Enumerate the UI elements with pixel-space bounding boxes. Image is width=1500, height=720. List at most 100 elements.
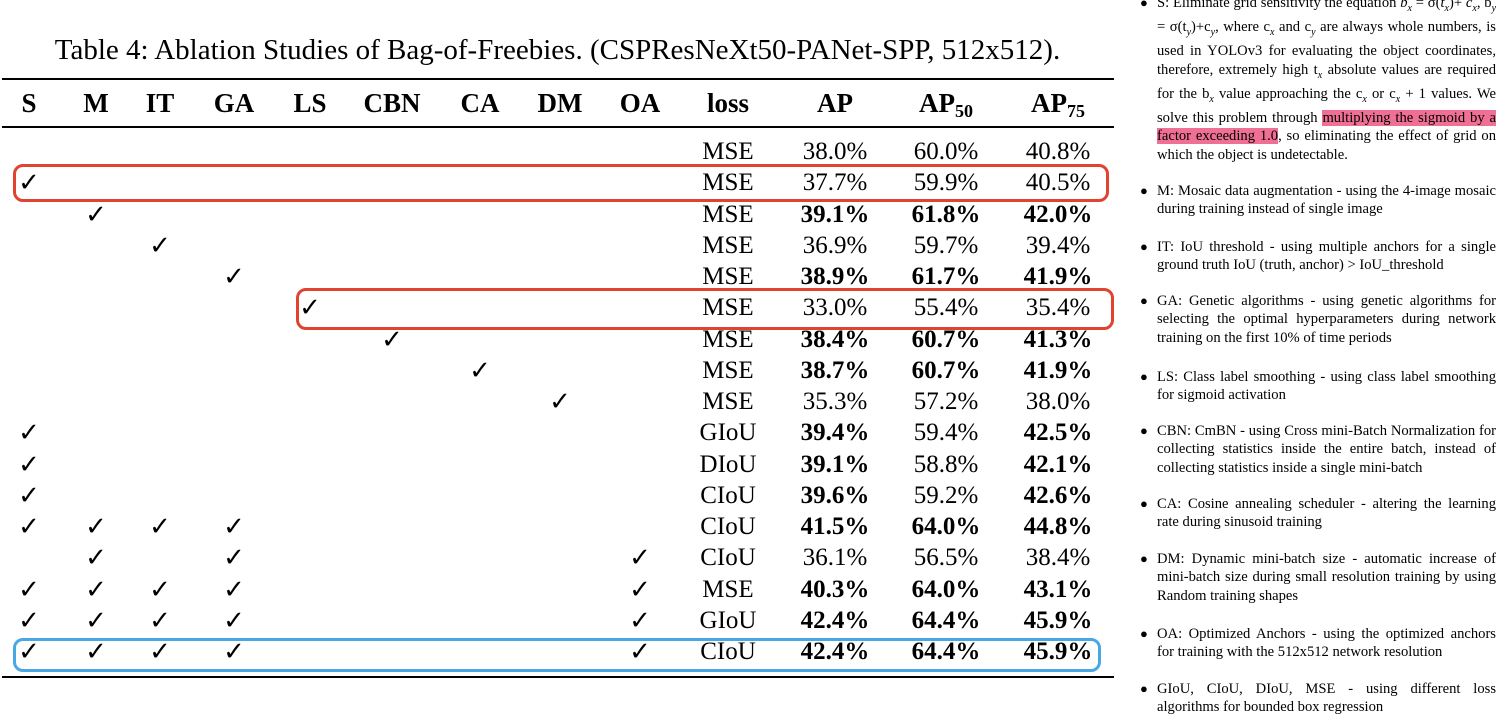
loss-cell: DIoU bbox=[699, 450, 757, 478]
ap75-cell: 40.8% bbox=[1025, 138, 1091, 165]
note-text: M: Mosaic data augmentation - using the … bbox=[1157, 183, 1496, 218]
note-text: S: Eliminate grid sensitivity the equati… bbox=[1157, 0, 1497, 163]
ap75-cell: 42.5% bbox=[1023, 419, 1093, 447]
check-mark-dm: ✓ bbox=[549, 387, 571, 416]
check-mark-it: ✓ bbox=[149, 605, 171, 635]
bullet: ● bbox=[1140, 423, 1148, 438]
table-row: ✓ MSE 38.4% 60.7% 41.3% bbox=[0, 324, 1120, 355]
bullet: ● bbox=[1140, 239, 1148, 254]
note-text: GA: Genetic algorithms - using genetic a… bbox=[1157, 293, 1496, 346]
loss-cell: MSE bbox=[702, 575, 754, 603]
check-mark-s: ✓ bbox=[18, 418, 40, 448]
check-mark-ga: ✓ bbox=[223, 574, 245, 604]
check-mark-ga: ✓ bbox=[223, 543, 245, 573]
header-m: M bbox=[83, 88, 109, 118]
bullet: ● bbox=[1140, 183, 1148, 198]
header-ca: CA bbox=[460, 88, 500, 118]
ap75-cell: 45.9% bbox=[1023, 638, 1093, 665]
bullet: ● bbox=[1140, 0, 1148, 10]
table-row: ✓ MSE 39.1% 61.8% 42.0% bbox=[0, 199, 1120, 230]
header-ga: GA bbox=[213, 88, 255, 118]
ap-cell: 38.4% bbox=[800, 325, 870, 353]
blue-highlight-box bbox=[13, 638, 1101, 672]
ap-cell: 42.4% bbox=[800, 606, 870, 634]
loss-cell: CIoU bbox=[700, 513, 756, 540]
ap-cell: 38.7% bbox=[800, 356, 870, 384]
table-row: ✓ MSE 38.7% 60.7% 41.9% bbox=[0, 355, 1120, 386]
ap75-cell: 38.0% bbox=[1025, 388, 1091, 415]
ap50-cell: 64.4% bbox=[911, 638, 981, 665]
ap75-cell: 41.9% bbox=[1023, 356, 1093, 384]
note-text: CA: Cosine annealing scheduler - alterin… bbox=[1157, 496, 1496, 531]
ap75-cell: 44.8% bbox=[1023, 513, 1093, 540]
ap-cell: 38.9% bbox=[800, 263, 870, 290]
ap50-cell: 60.7% bbox=[911, 325, 981, 353]
note-text: DM: Dynamic mini-batch size - automatic … bbox=[1157, 551, 1496, 604]
table-row: ✓ MSE 38.9% 61.7% 41.9% bbox=[0, 261, 1120, 292]
ap50-cell: 55.4% bbox=[913, 294, 979, 322]
table-top-rule bbox=[2, 78, 1114, 80]
ap75-cell: 41.3% bbox=[1023, 325, 1093, 353]
note-text: IT: IoU threshold - using multiple ancho… bbox=[1157, 239, 1496, 274]
ap50-cell: 56.5% bbox=[913, 544, 979, 572]
check-mark-ga: ✓ bbox=[223, 262, 245, 291]
check-mark-s: ✓ bbox=[18, 168, 40, 198]
ap75-cell: 42.1% bbox=[1023, 450, 1093, 478]
loss-cell: MSE bbox=[702, 169, 754, 197]
bullet: ● bbox=[1140, 681, 1148, 696]
ap50-cell: 59.7% bbox=[913, 231, 979, 259]
loss-cell: MSE bbox=[702, 138, 754, 165]
note-text: CBN: CmBN - using Cross mini-Batch Norma… bbox=[1157, 423, 1496, 476]
header-ap50: AP50 bbox=[919, 88, 973, 121]
check-mark-it: ✓ bbox=[149, 512, 171, 541]
check-mark-ca: ✓ bbox=[469, 355, 491, 385]
ap75-cell: 39.4% bbox=[1025, 231, 1091, 259]
note-item: ● GIoU, CIoU, DIoU, MSE - using different… bbox=[1140, 680, 1496, 717]
ap-cell: 33.0% bbox=[802, 294, 868, 322]
ap50-cell: 59.4% bbox=[913, 419, 979, 447]
note-item: ● IT: IoU threshold - using multiple anch… bbox=[1140, 238, 1496, 275]
abbreviation-notes: ● S: Eliminate grid sensitivity the equa… bbox=[1140, 0, 1496, 720]
check-mark-oa: ✓ bbox=[629, 637, 651, 666]
loss-cell: MSE bbox=[702, 388, 754, 415]
note-text: LS: Class label smoothing - using class … bbox=[1157, 369, 1496, 404]
ap50-cell: 57.2% bbox=[913, 388, 979, 415]
ap75-cell: 38.4% bbox=[1025, 544, 1091, 572]
loss-cell: MSE bbox=[702, 356, 754, 384]
ap-cell: 39.4% bbox=[800, 419, 870, 447]
check-mark-ga: ✓ bbox=[223, 637, 245, 666]
ap50-cell: 61.7% bbox=[911, 263, 981, 290]
loss-cell: GIoU bbox=[699, 419, 757, 447]
bullet: ● bbox=[1140, 496, 1148, 511]
table-row: ✓ MSE 33.0% 55.4% 35.4% bbox=[0, 292, 1120, 323]
note-item: ● DM: Dynamic mini-batch size - automatic… bbox=[1140, 550, 1496, 605]
check-mark-s: ✓ bbox=[18, 574, 40, 604]
ap75-cell: 41.9% bbox=[1023, 263, 1093, 290]
table-row: ✓ ✓ ✓ ✓ ✓ GIoU 42.4% 64.4% 45.9% bbox=[0, 605, 1120, 636]
note-item: ● CBN: CmBN - using Cross mini-Batch Norm… bbox=[1140, 422, 1496, 477]
loss-cell: MSE bbox=[702, 231, 754, 259]
check-mark-s: ✓ bbox=[18, 480, 40, 510]
ap50-cell: 61.8% bbox=[911, 200, 981, 228]
table-row: ✓ GIoU 39.4% 59.4% 42.5% bbox=[0, 417, 1120, 448]
ap50-cell: 64.0% bbox=[911, 575, 981, 603]
table-header-rule bbox=[2, 126, 1114, 128]
header-ls: LS bbox=[293, 88, 327, 118]
check-mark-s: ✓ bbox=[18, 637, 40, 666]
table-header: S M IT GA LS CBN CA DM OA loss AP AP50 A… bbox=[0, 88, 1120, 122]
table-row: MSE 38.0% 60.0% 40.8% bbox=[0, 136, 1120, 167]
note-item: ● M: Mosaic data augmentation - using the… bbox=[1140, 182, 1496, 219]
ap-cell: 36.1% bbox=[802, 544, 868, 572]
table-row: ✓ MSE 37.7% 59.9% 40.5% bbox=[0, 167, 1120, 198]
check-mark-m: ✓ bbox=[85, 605, 107, 635]
check-mark-it: ✓ bbox=[149, 574, 171, 604]
check-mark-ga: ✓ bbox=[223, 512, 245, 541]
ap75-cell: 35.4% bbox=[1025, 294, 1091, 322]
bullet: ● bbox=[1140, 626, 1148, 641]
table-row: ✓ DIoU 39.1% 58.8% 42.1% bbox=[0, 449, 1120, 480]
header-loss: loss bbox=[706, 88, 750, 118]
ap-cell: 37.7% bbox=[802, 169, 868, 197]
loss-cell: GIoU bbox=[699, 606, 757, 634]
ap-cell: 42.4% bbox=[800, 638, 870, 665]
red-highlight-box bbox=[296, 288, 1114, 330]
